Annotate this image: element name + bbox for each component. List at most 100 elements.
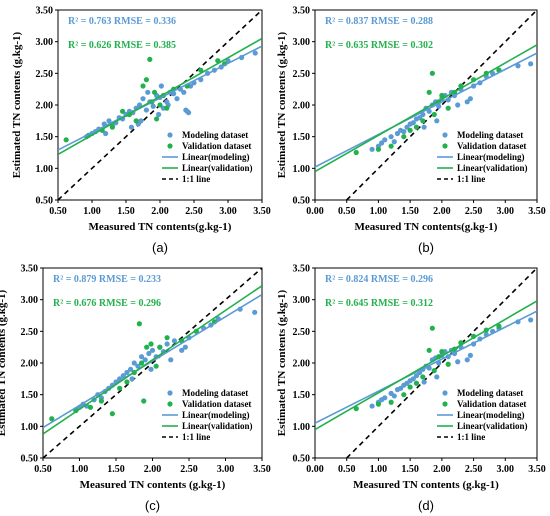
x-tick-label: 1.00 (370, 464, 388, 475)
legend-modeling-marker (167, 390, 173, 396)
modeling-point (369, 146, 375, 152)
modeling-point (391, 393, 397, 399)
legend-label: Validation dataset (457, 141, 526, 151)
chart-panel-3: 0.50 1.00 1.50 2.00 2.50 3.00 3.50 0.50 1.00 1.50… (0, 264, 271, 514)
modeling-point (164, 341, 170, 347)
modeling-point (131, 360, 137, 366)
y-tick-label: 0.50 (293, 196, 311, 207)
x-tick-label: 2.00 (144, 464, 162, 475)
y-tick-label: 2.50 (36, 69, 54, 80)
legend-label: Linear(validation) (182, 163, 253, 173)
legend-label: Linear(modeling) (182, 152, 250, 162)
modeling-point (252, 309, 258, 315)
x-tick-label: 2.50 (180, 464, 198, 475)
validation-point (120, 108, 126, 114)
validation-stats: R² = 0.635 RMSE = 0.302 (325, 40, 433, 51)
chart-panel-2: 0.00 0.50 1.00 1.50 2.00 2.50 3.00 3.500.501.00… (276, 6, 546, 256)
modeling-stats: R² = 0.824 RMSE = 0.296 (325, 274, 433, 285)
modeling-point (128, 366, 134, 372)
validation-fit-line (315, 300, 537, 431)
validation-fit-line (58, 37, 262, 156)
legend-label: Validation dataset (457, 399, 526, 409)
modeling-fit-line (43, 293, 262, 429)
modeling-point (417, 115, 423, 121)
chart-panel-1: 0.50 1.00 1.50 2.00 2.50 3.00 3.50 0.50 1.00 1.50… (11, 6, 271, 256)
x-tick-label: 3.00 (497, 206, 515, 217)
legend-label: 1:1 line (182, 174, 210, 184)
validation-point (154, 116, 160, 122)
modeling-point (401, 129, 407, 135)
validation-point (439, 92, 445, 99)
validation-point (426, 347, 432, 353)
modeling-point (120, 373, 126, 379)
validation-point (147, 56, 153, 63)
validation-point (148, 341, 154, 347)
legend-label: Modeling dataset (457, 130, 523, 140)
modeling-point (515, 63, 521, 69)
x-tick-label: 1.00 (370, 206, 388, 217)
modeling-point (181, 89, 187, 95)
x-axis-label: Measured TN contents (g.kg-1) (353, 479, 499, 491)
modeling-point (467, 352, 473, 358)
legend-label: 1:1 line (457, 174, 485, 184)
validation-point (413, 380, 420, 386)
legend-label: Linear(modeling) (182, 410, 250, 420)
validation-point (157, 344, 163, 350)
x-tick-label: 3.50 (253, 464, 271, 475)
validation-point (164, 105, 170, 111)
legend-label: Linear(validation) (182, 421, 253, 431)
x-tick-label: 0.50 (338, 464, 356, 475)
validation-point (143, 77, 149, 83)
modeling-fit-line (58, 45, 262, 151)
modeling-point (140, 96, 146, 102)
y-tick-label: 1.50 (293, 132, 311, 143)
y-tick-label: 2.00 (36, 101, 54, 112)
legend-label: Linear(validation) (457, 421, 528, 431)
legend-validation-marker (167, 143, 173, 149)
x-tick-label: 2.00 (433, 464, 451, 475)
modeling-point (171, 338, 177, 344)
y-tick-label: 2.50 (21, 327, 39, 338)
x-tick-label: 1.50 (401, 464, 419, 475)
modeling-point (150, 103, 156, 109)
x-tick-label: 1.00 (83, 206, 101, 217)
x-tick-label: 0.00 (306, 464, 324, 475)
y-tick-label: 3.50 (36, 6, 54, 17)
modeling-point (156, 111, 162, 118)
modeling-point (464, 357, 470, 363)
validation-point (431, 368, 437, 374)
validation-point (141, 398, 147, 404)
modeling-point (124, 369, 130, 376)
validation-point (117, 385, 123, 391)
modeling-point (146, 350, 152, 357)
validation-point (133, 118, 139, 124)
validation-point (429, 70, 435, 76)
validation-point (198, 67, 204, 73)
modeling-stats: R² = 0.837 RMSE = 0.288 (325, 16, 433, 27)
panel-label: (d) (418, 498, 434, 513)
modeling-point (455, 359, 461, 365)
legend-modeling-marker (167, 132, 173, 138)
y-tick-label: 3.50 (293, 6, 311, 17)
validation-point (109, 124, 115, 130)
modeling-fit-line (315, 310, 537, 424)
x-tick-label: 3.50 (528, 206, 546, 217)
modeling-point (382, 137, 388, 143)
x-tick-label: 1.00 (71, 464, 89, 475)
modeling-point (106, 118, 112, 124)
modeling-point (138, 354, 145, 360)
validation-point (157, 102, 163, 108)
y-tick-label: 0.50 (293, 454, 311, 465)
validation-point (420, 118, 426, 124)
validation-point (353, 149, 359, 156)
legend-label: 1:1 line (182, 432, 210, 442)
legend-label: Linear(validation) (457, 163, 528, 173)
y-tick-label: 3.00 (293, 37, 311, 48)
validation-point (429, 325, 435, 331)
validation-point (496, 323, 502, 329)
legend-modeling-marker (442, 132, 448, 138)
legend-label: Modeling dataset (182, 388, 248, 398)
y-axis-label: Estimated TN contents (g.kg-1) (276, 31, 288, 178)
panel-label: (c) (145, 498, 160, 513)
modeling-point (182, 344, 188, 350)
